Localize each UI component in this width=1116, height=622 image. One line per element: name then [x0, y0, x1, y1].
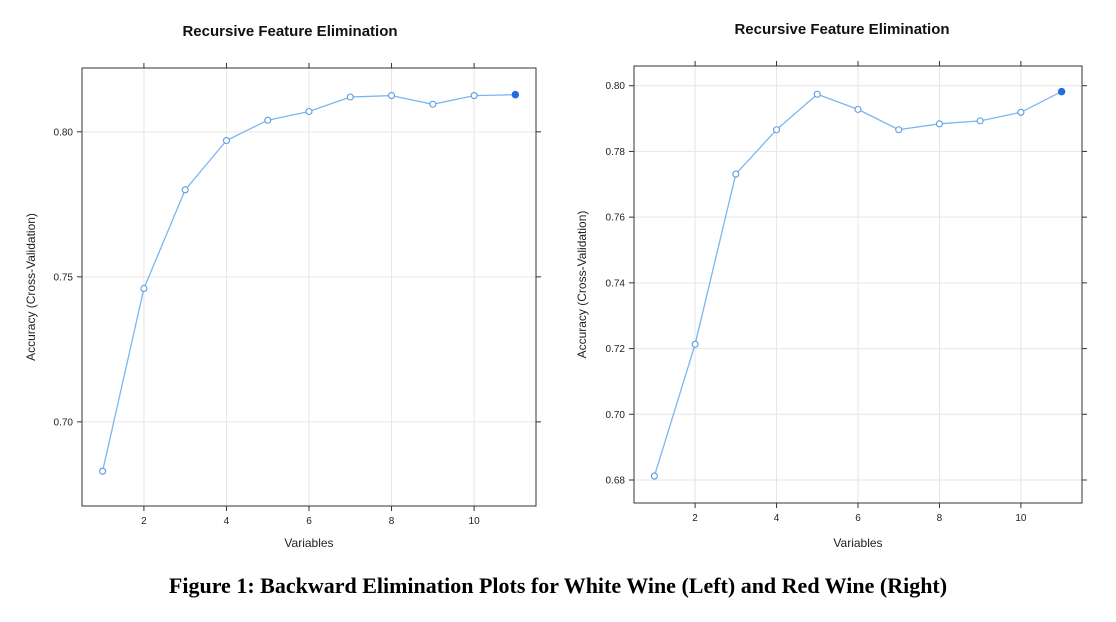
x-tick-label: 6: [855, 513, 861, 524]
y-tick-label: 0.72: [606, 344, 626, 355]
data-point: [895, 126, 903, 134]
data-point: [346, 93, 354, 101]
x-tick-label: 10: [1015, 513, 1027, 524]
data-point: [470, 92, 478, 100]
figure-caption: Figure 1: Backward Elimination Plots for…: [168, 573, 948, 598]
x-tick-label: 10: [469, 516, 481, 527]
data-point: [854, 105, 862, 113]
y-axis-label: Accuracy (Cross-Validation): [24, 213, 38, 361]
data-point: [99, 467, 107, 475]
data-point: [976, 117, 984, 125]
chart-panel-right: 2 4 6 8 10 0.68 0.70 0.72 0.74 0.76 0.78 0.80 Recurs…: [575, 21, 1087, 550]
y-tick-label: 0.78: [606, 147, 626, 158]
selected-point: [1057, 87, 1066, 96]
x-tick-label: 6: [306, 516, 312, 527]
y-tick-label: 0.75: [54, 272, 74, 283]
y-tick-label: 0.80: [606, 81, 626, 92]
x-tick-label: 2: [692, 513, 698, 524]
y-tick-label: 0.76: [606, 213, 626, 224]
x-tick-label: 4: [774, 513, 780, 524]
data-point: [1017, 108, 1025, 116]
data-point: [387, 92, 396, 100]
data-point: [429, 100, 437, 108]
x-axis-label: Variables: [833, 536, 882, 550]
x-tick-label: 2: [141, 516, 147, 527]
data-point: [222, 136, 231, 145]
data-point: [935, 120, 944, 128]
data-point: [772, 126, 781, 134]
x-tick-label: 8: [389, 516, 395, 527]
y-tick-label: 0.74: [606, 278, 626, 289]
x-tick-label: 8: [937, 513, 943, 524]
y-tick-label: 0.70: [606, 410, 626, 421]
x-tick-label: 4: [224, 516, 230, 527]
data-point: [181, 186, 189, 194]
data-point: [732, 170, 740, 178]
selected-point: [511, 90, 520, 99]
y-tick-label: 0.70: [54, 417, 74, 428]
data-point: [264, 116, 272, 124]
data-point: [813, 90, 821, 98]
data-point: [305, 107, 313, 116]
y-tick-label: 0.68: [606, 476, 626, 487]
y-axis-label: Accuracy (Cross-Validation): [575, 211, 589, 359]
data-point: [140, 284, 148, 293]
data-point: [650, 472, 658, 480]
chart-title: Recursive Feature Elimination: [734, 21, 949, 38]
chart-title: Recursive Feature Elimination: [182, 23, 397, 40]
chart-panel-left: 2 4 6 8 10 0.70 0.75 0.80 Recursive Feature Elim…: [24, 23, 541, 550]
y-tick-label: 0.80: [54, 127, 74, 138]
x-axis-label: Variables: [284, 536, 333, 550]
data-point: [691, 340, 699, 348]
